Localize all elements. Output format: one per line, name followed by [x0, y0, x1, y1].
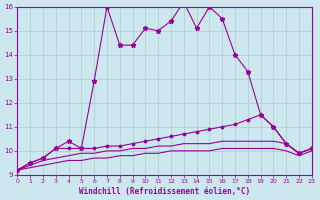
X-axis label: Windchill (Refroidissement éolien,°C): Windchill (Refroidissement éolien,°C)	[79, 187, 250, 196]
